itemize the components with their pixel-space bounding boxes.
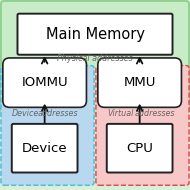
Text: Physical addresses: Physical addresses <box>57 54 133 63</box>
FancyBboxPatch shape <box>3 58 86 107</box>
FancyBboxPatch shape <box>1 1 189 113</box>
Text: IOMMU: IOMMU <box>21 76 68 89</box>
FancyBboxPatch shape <box>1 66 94 185</box>
Text: CPU: CPU <box>126 142 153 155</box>
FancyBboxPatch shape <box>17 14 173 55</box>
FancyBboxPatch shape <box>12 124 78 173</box>
Text: Virtual: Virtual <box>108 108 134 118</box>
Text: addresses: addresses <box>135 108 175 118</box>
Text: Main Memory: Main Memory <box>45 27 145 42</box>
Text: Device: Device <box>22 142 67 155</box>
FancyBboxPatch shape <box>107 124 173 173</box>
Text: MMU: MMU <box>124 76 156 89</box>
Text: Device: Device <box>12 108 39 118</box>
FancyBboxPatch shape <box>98 58 181 107</box>
Text: addresses: addresses <box>38 108 78 118</box>
FancyBboxPatch shape <box>96 66 189 185</box>
